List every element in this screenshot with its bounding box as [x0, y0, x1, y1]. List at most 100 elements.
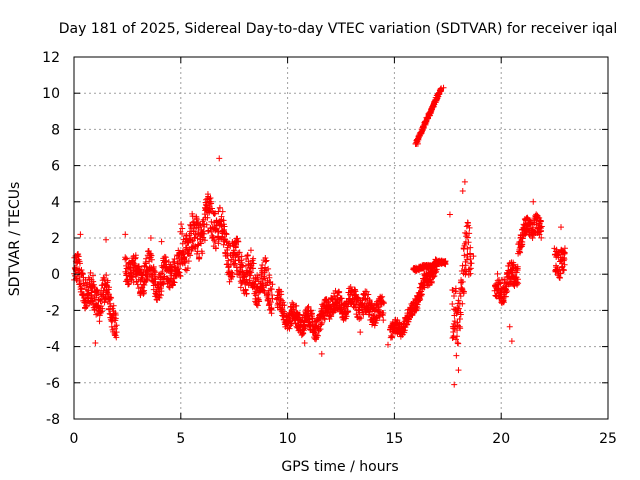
x-tick-label: 5	[176, 431, 185, 447]
data-point	[77, 231, 84, 238]
data-point	[431, 273, 438, 280]
data-point	[256, 298, 263, 305]
data-point	[122, 231, 129, 238]
data-point	[453, 352, 460, 359]
data-point	[239, 263, 246, 270]
data-point	[352, 288, 359, 295]
data-point	[139, 272, 146, 279]
data-points	[71, 84, 568, 388]
data-point	[266, 279, 273, 286]
data-point	[233, 242, 240, 249]
data-point	[140, 289, 147, 296]
data-point	[455, 367, 462, 374]
data-point	[163, 257, 170, 264]
data-point	[132, 252, 139, 259]
data-point	[263, 257, 270, 264]
y-tick-label: -2	[46, 303, 60, 319]
data-point	[561, 261, 568, 268]
data-point	[160, 276, 167, 283]
data-point	[321, 315, 328, 322]
data-point	[219, 208, 226, 215]
data-point	[451, 381, 458, 388]
data-point	[336, 288, 343, 295]
data-point	[238, 257, 245, 264]
data-point	[281, 302, 288, 309]
data-point	[165, 283, 172, 290]
data-point	[455, 340, 462, 347]
data-point	[466, 224, 473, 231]
data-point	[108, 318, 115, 325]
y-tick-label: -4	[46, 340, 60, 356]
data-point	[82, 299, 89, 306]
data-point	[467, 255, 474, 262]
data-point	[77, 280, 84, 287]
data-point	[440, 84, 447, 91]
data-point	[384, 341, 391, 348]
data-point	[290, 306, 297, 313]
data-point	[234, 238, 241, 245]
data-point	[212, 244, 219, 251]
data-point	[99, 305, 106, 312]
data-point	[265, 265, 272, 272]
y-tick-label: 12	[42, 50, 60, 66]
data-point	[338, 295, 345, 302]
data-point	[454, 327, 461, 334]
data-point	[199, 250, 206, 257]
data-point	[181, 256, 188, 263]
x-tick-label: 0	[70, 431, 79, 447]
data-point	[178, 221, 185, 228]
data-point	[380, 317, 387, 324]
data-point	[242, 262, 249, 269]
data-point	[314, 332, 321, 339]
data-point	[304, 304, 311, 311]
data-point	[496, 279, 503, 286]
data-point	[457, 311, 464, 318]
data-point	[198, 240, 205, 247]
y-tick-label: 4	[51, 195, 60, 211]
data-point	[364, 305, 371, 312]
data-point	[96, 318, 103, 325]
data-point	[170, 275, 177, 282]
data-point	[162, 258, 169, 265]
y-tick-label: -8	[46, 412, 60, 428]
data-point	[191, 234, 198, 241]
data-point	[468, 260, 475, 267]
data-point	[452, 336, 459, 343]
data-point	[203, 221, 210, 228]
data-point	[112, 325, 119, 332]
data-point	[467, 270, 474, 277]
data-point	[192, 228, 199, 235]
data-point	[561, 250, 568, 257]
data-point	[467, 244, 474, 251]
y-tick-label: 2	[51, 231, 60, 247]
data-point	[202, 199, 209, 206]
data-point	[293, 302, 300, 309]
data-point	[354, 294, 361, 301]
data-point	[461, 178, 468, 185]
data-point	[268, 286, 275, 293]
data-point	[268, 304, 275, 311]
data-point	[104, 277, 111, 284]
data-point	[189, 213, 196, 220]
data-point	[223, 230, 230, 237]
data-point	[303, 317, 310, 324]
data-point	[459, 187, 466, 194]
data-point	[514, 263, 521, 270]
data-point	[556, 275, 563, 282]
data-point	[269, 295, 276, 302]
data-point	[101, 276, 108, 283]
data-point	[112, 315, 119, 322]
data-point	[212, 238, 219, 245]
data-point	[401, 327, 408, 334]
data-point	[147, 235, 154, 241]
data-point	[317, 326, 324, 333]
data-point	[357, 315, 364, 322]
data-point	[79, 270, 86, 277]
data-point	[464, 234, 471, 241]
data-point	[103, 272, 110, 279]
data-point	[208, 218, 215, 225]
data-point	[514, 281, 521, 288]
data-point	[106, 284, 113, 291]
